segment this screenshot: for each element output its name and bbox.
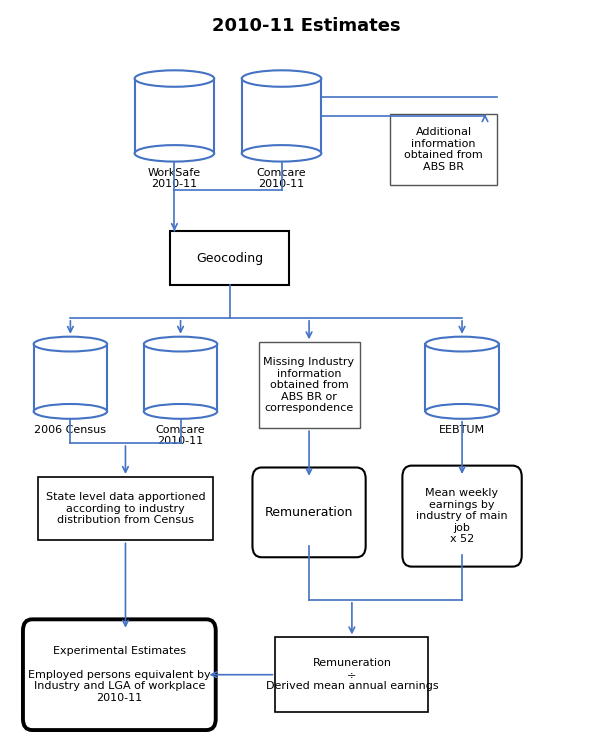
Text: 2006 Census: 2006 Census <box>34 425 106 435</box>
Ellipse shape <box>242 70 321 87</box>
Text: Remuneration
÷
Derived mean annual earnings: Remuneration ÷ Derived mean annual earni… <box>266 658 438 691</box>
Text: Comcare
2010-11: Comcare 2010-11 <box>256 168 307 189</box>
Ellipse shape <box>144 337 217 352</box>
Ellipse shape <box>425 404 499 419</box>
FancyBboxPatch shape <box>258 343 360 428</box>
Text: Geocoding: Geocoding <box>196 251 263 265</box>
Text: Comcare
2010-11: Comcare 2010-11 <box>155 425 206 447</box>
Bar <box>144 344 217 411</box>
Text: Missing Industry
information
obtained from
ABS BR or
correspondence: Missing Industry information obtained fr… <box>264 357 354 414</box>
Ellipse shape <box>34 337 107 352</box>
Ellipse shape <box>144 404 217 419</box>
Ellipse shape <box>135 70 214 87</box>
Text: EEBTUM: EEBTUM <box>439 425 485 435</box>
Bar <box>242 79 321 153</box>
FancyBboxPatch shape <box>275 637 428 712</box>
Text: Additional
information
obtained from
ABS BR: Additional information obtained from ABS… <box>405 127 483 172</box>
Ellipse shape <box>34 404 107 419</box>
Ellipse shape <box>135 145 214 162</box>
FancyBboxPatch shape <box>170 231 289 285</box>
Text: Remuneration: Remuneration <box>265 506 353 519</box>
Bar <box>34 344 107 411</box>
Text: State level data apportioned
according to industry
distribution from Census: State level data apportioned according t… <box>46 492 205 525</box>
FancyBboxPatch shape <box>38 477 213 540</box>
Text: WorkSafe
2010-11: WorkSafe 2010-11 <box>148 168 201 189</box>
Text: 2010-11 Estimates: 2010-11 Estimates <box>212 17 400 35</box>
Bar <box>135 79 214 153</box>
FancyBboxPatch shape <box>403 465 521 567</box>
FancyBboxPatch shape <box>23 619 215 730</box>
FancyBboxPatch shape <box>390 114 497 186</box>
Ellipse shape <box>242 145 321 162</box>
Bar <box>425 344 499 411</box>
Text: Experimental Estimates

Employed persons equivalent by
Industry and LGA of workp: Experimental Estimates Employed persons … <box>28 646 211 703</box>
Ellipse shape <box>425 337 499 352</box>
Text: Mean weekly
earnings by
industry of main
job
x 52: Mean weekly earnings by industry of main… <box>416 488 508 545</box>
FancyBboxPatch shape <box>252 468 365 557</box>
